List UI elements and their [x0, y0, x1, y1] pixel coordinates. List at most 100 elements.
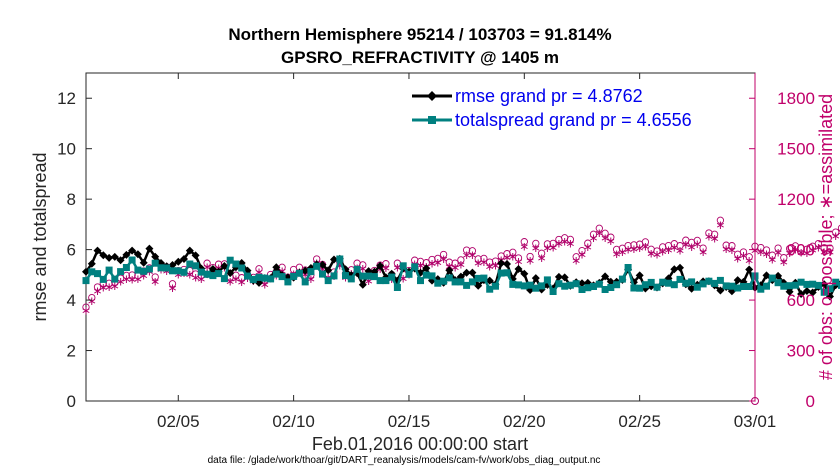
point-totalspread: [463, 281, 471, 289]
obs-assimilated-point: ∗: [121, 272, 131, 286]
point-totalspread: [515, 281, 522, 289]
obs-assimilated-point: ∗: [669, 240, 679, 254]
point-rmse: [105, 253, 114, 262]
obs-assimilated-point: ∗: [92, 284, 102, 298]
point-totalspread: [180, 268, 188, 276]
point-totalspread: [653, 283, 661, 291]
point-rmse: [122, 250, 131, 259]
obs-possible-point: [543, 240, 552, 248]
obs-possible-point: [93, 283, 102, 291]
point-rmse: [785, 287, 794, 296]
obs-assimilated-point: ∗: [704, 230, 714, 244]
x-tick-label: 02/10: [272, 412, 315, 431]
point-totalspread: [347, 275, 355, 283]
obs-assimilated-point: ∗: [785, 246, 795, 260]
obs-possible-point: [826, 244, 834, 252]
point-totalspread: [244, 272, 251, 280]
point-totalspread: [122, 264, 130, 271]
point-rmse: [485, 276, 494, 285]
obs-possible-point: [549, 239, 557, 248]
point-rmse: [560, 273, 569, 282]
obs-assimilated-point: ∗: [127, 273, 137, 287]
point-totalspread: [365, 272, 373, 280]
series-line-totalspread: [84, 257, 840, 294]
obs-assimilated-point: ∗: [439, 252, 449, 266]
obs-assimilated-point: ∗: [692, 237, 702, 251]
plot-area: [85, 72, 756, 402]
point-totalspread: [607, 284, 615, 291]
point-totalspread: [220, 275, 228, 283]
point-rmse: [820, 280, 829, 289]
obs-assimilated-point: ∗: [196, 272, 206, 286]
obs-assimilated-point: ∗: [358, 262, 368, 276]
point-rmse: [185, 246, 194, 255]
obs-possible-point: [837, 224, 840, 232]
point-totalspread: [520, 282, 528, 290]
obs-assimilated-point: ∗: [542, 241, 552, 255]
point-rmse: [670, 265, 679, 274]
point-totalspread: [809, 280, 817, 288]
obs-assimilated-point: ∗: [698, 245, 708, 259]
point-totalspread: [290, 272, 298, 280]
obs-assimilated-point: ∗: [364, 274, 374, 288]
obs-assimilated-point: ∗: [681, 238, 691, 252]
obs-possible-point: [537, 249, 546, 257]
obs-assimilated-point: ∗: [606, 234, 616, 248]
obs-possible-point: [532, 239, 540, 248]
obs-assimilated-point: ∗: [133, 272, 143, 286]
point-rmse: [774, 271, 783, 280]
point-rmse: [687, 284, 696, 293]
point-totalspread: [226, 256, 234, 264]
point-totalspread: [417, 277, 424, 285]
obs-possible-point: [382, 260, 390, 268]
obs-possible-point: [762, 246, 771, 254]
point-totalspread: [468, 278, 476, 286]
point-rmse: [462, 268, 471, 277]
point-totalspread: [249, 275, 257, 283]
x-tick-label: 02/15: [388, 412, 431, 431]
point-totalspread: [711, 279, 719, 287]
point-totalspread: [722, 282, 730, 290]
obs-possible-point: [728, 242, 736, 250]
point-rmse: [503, 260, 511, 268]
obs-possible-point: [486, 258, 494, 266]
obs-possible-point: [520, 238, 528, 246]
point-totalspread: [99, 275, 107, 283]
point-totalspread: [393, 284, 401, 291]
point-totalspread: [313, 262, 321, 270]
point-rmse: [318, 260, 327, 269]
obs-possible-point: [105, 279, 113, 287]
obs-assimilated-point: ∗: [738, 249, 748, 263]
obs-possible-point: [359, 261, 367, 269]
point-totalspread: [284, 278, 292, 286]
obs-assimilated-point: ∗: [635, 241, 645, 255]
obs-assimilated-point: ∗: [150, 275, 160, 289]
point-rmse: [445, 266, 454, 275]
point-totalspread: [353, 265, 361, 273]
obs-assimilated-point: ∗: [761, 247, 771, 261]
point-totalspread: [826, 285, 834, 293]
obs-assimilated-point: ∗: [802, 246, 812, 260]
point-rmse: [226, 269, 235, 278]
y-axis-left: 0 2 4 6 8 10 12: [57, 89, 92, 411]
point-totalspread: [255, 273, 263, 281]
point-totalspread: [169, 267, 176, 275]
point-totalspread: [388, 273, 396, 281]
obs-possible-point: [468, 247, 477, 255]
point-totalspread: [422, 271, 430, 279]
point-rmse: [826, 292, 834, 301]
point-totalspread: [232, 260, 240, 268]
obs-assimilated-point: ∗: [306, 272, 316, 286]
point-totalspread: [174, 267, 182, 275]
point-totalspread: [797, 278, 805, 286]
legend-label-totalspread: totalspread grand pr = 4.6556: [455, 110, 692, 130]
point-totalspread: [486, 285, 494, 293]
point-rmse: [128, 246, 137, 255]
point-totalspread: [566, 281, 574, 289]
obs-assimilated-point: ∗: [640, 240, 650, 254]
point-totalspread: [492, 282, 499, 290]
obs-possible-point: [445, 258, 453, 266]
obs-assimilated-point: ∗: [756, 245, 766, 259]
obs-assimilated-point: ∗: [167, 281, 177, 295]
point-totalspread: [838, 281, 840, 289]
